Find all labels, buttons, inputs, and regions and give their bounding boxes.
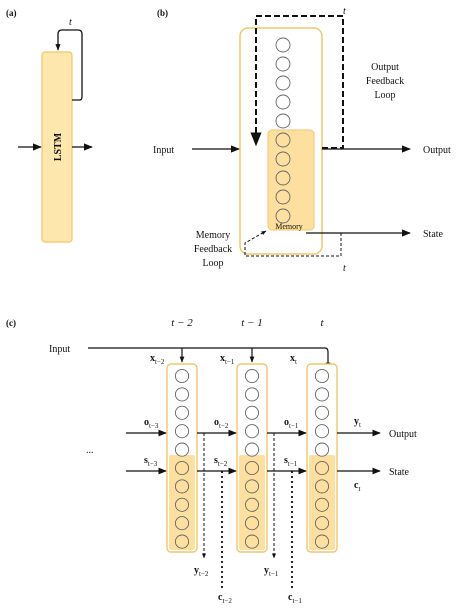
neuron xyxy=(275,208,291,224)
neuron xyxy=(275,132,291,148)
s-label: st−1 xyxy=(284,455,298,468)
neuron xyxy=(174,534,190,549)
neuron xyxy=(174,442,190,457)
panel-b-label: (b) xyxy=(157,8,168,18)
y-label: yt−1 xyxy=(264,565,279,578)
memory-feedback-line-3: Loop xyxy=(202,258,223,269)
neuron xyxy=(174,497,190,512)
state-label-c: State xyxy=(389,467,410,478)
state-label: State xyxy=(423,229,444,240)
neuron xyxy=(314,479,330,494)
memory-label: Memory xyxy=(275,222,303,231)
o-label: ot−2 xyxy=(214,417,229,430)
time-step: t xt ot−1 st−1 yt ct xyxy=(267,317,381,553)
ellipsis: ... xyxy=(86,445,94,456)
neuron xyxy=(275,189,291,205)
output-feedback-loop xyxy=(250,15,344,149)
output-label-c: Output xyxy=(389,429,417,440)
y-label: yt−2 xyxy=(194,565,209,578)
neuron xyxy=(314,497,330,512)
s-label: st−3 xyxy=(144,455,158,468)
memory-block xyxy=(169,455,195,550)
neuron xyxy=(244,460,260,476)
output-label: Output xyxy=(423,145,451,156)
c-label: ct xyxy=(354,480,360,493)
neuron xyxy=(275,75,291,91)
neuron xyxy=(244,497,260,512)
o-label: ot−1 xyxy=(284,417,299,430)
neuron xyxy=(314,460,330,476)
panel-b: (b) Memory Input Output State t Output F… xyxy=(153,6,451,274)
neuron xyxy=(244,387,260,402)
neuron xyxy=(314,534,330,549)
output-feedback-line-1: Output xyxy=(371,62,399,73)
lstm-loop-t: t xyxy=(69,17,72,28)
panel-a-label: (a) xyxy=(6,8,17,18)
neuron xyxy=(244,479,260,494)
time-steps: t − 2 xt−2 ot−3 st−3 yt−2 ct−2 t − 1 xt−1 ot−2 st… xyxy=(126,317,381,605)
panel-a: (a) LSTM t xyxy=(6,8,93,243)
memory-loop-t: t xyxy=(343,263,346,274)
memory-block xyxy=(239,455,265,550)
o-label: ot−3 xyxy=(144,417,159,430)
time-label: t xyxy=(320,317,324,329)
time-label: t − 2 xyxy=(171,317,193,329)
neuron xyxy=(275,94,291,110)
neuron xyxy=(314,424,330,439)
memory-feedback-line-1: Memory xyxy=(196,230,230,241)
s-label: st−2 xyxy=(214,455,228,468)
neuron xyxy=(275,56,291,72)
neuron xyxy=(174,368,190,384)
neuron xyxy=(174,405,190,420)
neuron xyxy=(314,442,330,457)
input-bus xyxy=(88,347,331,369)
panel-c-label: (c) xyxy=(6,318,16,328)
neuron xyxy=(275,151,291,167)
neuron xyxy=(174,424,190,439)
neuron xyxy=(174,479,190,494)
neuron xyxy=(275,37,291,53)
output-feedback-line-2: Feedback xyxy=(366,76,404,87)
neuron xyxy=(174,516,190,531)
c-label: ct−2 xyxy=(218,592,232,605)
input-label-c: Input xyxy=(49,344,70,355)
neuron xyxy=(174,387,190,402)
neuron xyxy=(244,534,260,549)
output-feedback-line-3: Loop xyxy=(374,90,395,101)
panel-c: (c) Input ... Output State t − 2 xt−2 ot−3… xyxy=(6,317,417,605)
neuron xyxy=(244,516,260,531)
neuron xyxy=(314,368,330,384)
memory-block xyxy=(309,455,335,550)
neuron xyxy=(314,387,330,402)
time-step: t − 2 xt−2 ot−3 st−3 yt−2 ct−2 xyxy=(126,317,232,605)
memory-feedback-loop xyxy=(244,230,342,257)
neuron xyxy=(244,424,260,439)
x-label: xt−2 xyxy=(150,353,165,366)
lstm-recurrent-loop xyxy=(55,29,83,101)
time-label: t − 1 xyxy=(241,317,262,329)
neuron xyxy=(244,368,260,384)
neuron xyxy=(275,170,291,186)
y-label: yt xyxy=(354,416,361,429)
memory-feedback-line-2: Feedback xyxy=(194,244,232,255)
neuron xyxy=(174,460,190,476)
output-loop-t: t xyxy=(343,6,346,17)
input-label: Input xyxy=(153,145,174,156)
neuron xyxy=(314,405,330,420)
neuron-column xyxy=(275,37,291,224)
x-label: xt xyxy=(290,353,297,366)
neuron xyxy=(314,516,330,531)
c-label: ct−1 xyxy=(288,592,302,605)
neuron xyxy=(244,442,260,457)
memory-block xyxy=(267,129,315,231)
neuron xyxy=(244,405,260,420)
neuron xyxy=(275,113,291,129)
x-label: xt−1 xyxy=(220,353,235,366)
time-step: t − 1 xt−1 ot−2 st−2 yt−1 ct−1 xyxy=(197,317,302,605)
lstm-label: LSTM xyxy=(53,132,64,161)
